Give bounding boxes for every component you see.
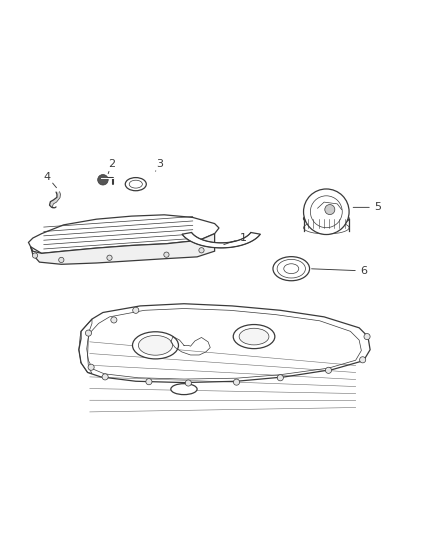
Circle shape	[325, 205, 335, 215]
Polygon shape	[79, 304, 370, 383]
Circle shape	[325, 367, 332, 374]
Text: 6: 6	[360, 266, 367, 276]
Ellipse shape	[233, 325, 275, 349]
Circle shape	[304, 189, 349, 235]
Ellipse shape	[284, 264, 299, 273]
Circle shape	[199, 248, 204, 253]
Circle shape	[111, 317, 117, 323]
Text: 5: 5	[374, 203, 381, 212]
Ellipse shape	[138, 335, 173, 355]
Circle shape	[364, 334, 370, 340]
Ellipse shape	[304, 212, 349, 225]
Circle shape	[360, 357, 366, 363]
Circle shape	[164, 252, 169, 257]
Circle shape	[185, 380, 191, 386]
Circle shape	[98, 174, 108, 185]
Polygon shape	[31, 233, 215, 264]
Ellipse shape	[171, 384, 197, 394]
Circle shape	[59, 257, 64, 263]
Ellipse shape	[239, 328, 269, 345]
Text: 2: 2	[108, 159, 115, 168]
Circle shape	[233, 379, 240, 385]
Circle shape	[133, 307, 139, 313]
Circle shape	[277, 375, 283, 381]
Ellipse shape	[273, 257, 310, 281]
Circle shape	[85, 330, 92, 336]
Text: 1: 1	[240, 233, 247, 243]
Text: 4: 4	[44, 172, 51, 182]
Ellipse shape	[304, 221, 349, 234]
Circle shape	[146, 378, 152, 385]
Circle shape	[32, 253, 38, 258]
Circle shape	[88, 364, 94, 370]
Polygon shape	[182, 232, 260, 248]
Circle shape	[102, 374, 108, 380]
Text: 3: 3	[156, 159, 163, 168]
Ellipse shape	[125, 177, 146, 191]
Circle shape	[107, 255, 112, 260]
Polygon shape	[49, 191, 60, 208]
Ellipse shape	[132, 332, 178, 359]
Ellipse shape	[129, 180, 142, 188]
Polygon shape	[28, 215, 219, 253]
